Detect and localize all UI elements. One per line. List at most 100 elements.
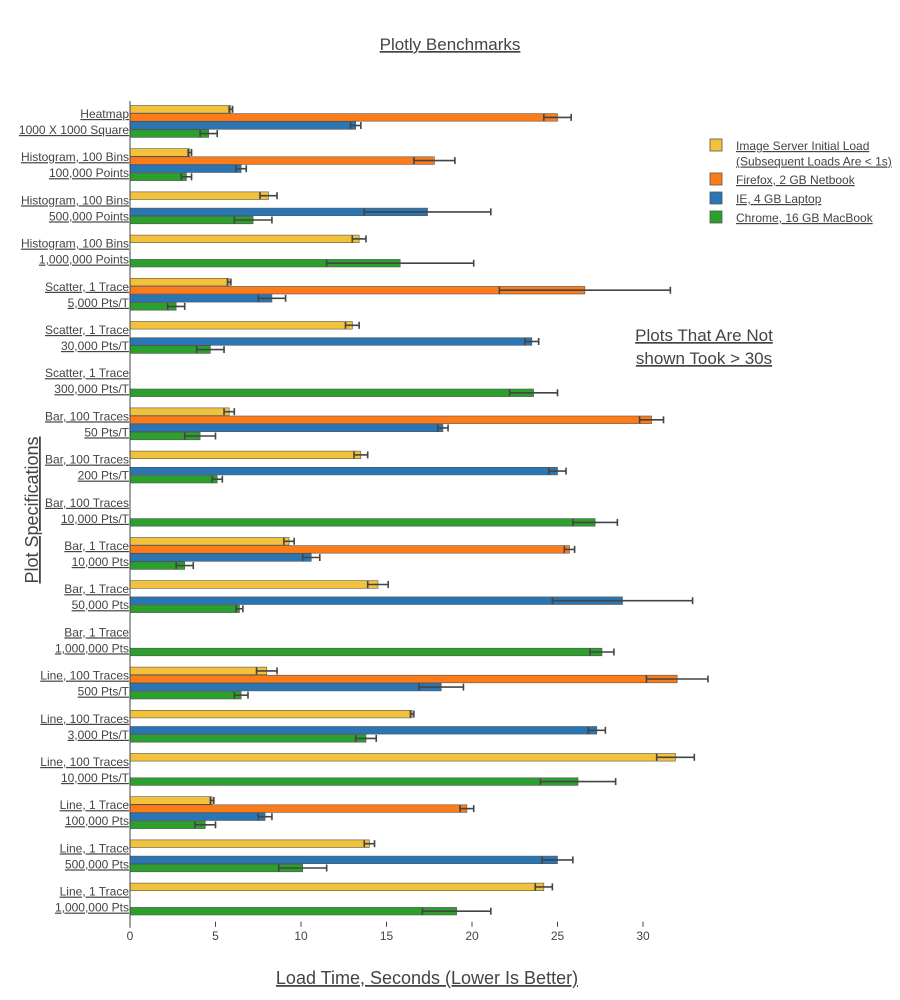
error-bar-chrome (572, 518, 619, 526)
error-bar-chrome (166, 302, 186, 310)
error-bar-image-server (344, 321, 360, 329)
bar-image-server (129, 321, 353, 330)
error-bar-firefox (543, 113, 572, 121)
error-bar-image-server (255, 667, 278, 675)
bar-firefox (129, 415, 652, 424)
category-label-line2: 10,000 Pts (72, 555, 129, 569)
category-label-line1: Bar, 100 Traces (45, 496, 129, 510)
legend-label: Chrome, 16 GB MacBook (736, 211, 874, 225)
category-label-line1: Scatter, 1 Trace (45, 280, 129, 294)
bar-firefox (129, 804, 468, 813)
bar-chrome (129, 777, 579, 786)
error-bar-chrome (235, 605, 244, 613)
bar-ie (129, 596, 623, 605)
category-label-line2: 50 Pts/T (84, 425, 129, 439)
error-bar-image-server (187, 149, 193, 156)
category-label-line1: Bar, 100 Traces (45, 453, 129, 467)
bar-image-server (129, 537, 290, 546)
error-bar-chrome (277, 864, 328, 872)
category-label-line1: Histogram, 100 Bins (21, 237, 129, 251)
legend-label: Image Server Initial Load (736, 139, 869, 153)
bar-ie (129, 553, 312, 562)
bar-chrome (129, 907, 457, 916)
legend-label: (Subsequent Loads Are < 1s) (736, 155, 892, 169)
bar-ie (129, 337, 533, 346)
category-label: Line, 100 Traces 500 Pts/T (40, 669, 129, 699)
x-tick-label: 15 (380, 929, 394, 943)
category-label-line2: 50,000 Pts (72, 598, 129, 612)
legend-swatch (709, 172, 723, 186)
category-label-line2: 100,000 Points (49, 166, 129, 180)
bar-image-server (129, 839, 370, 848)
error-bar-firefox (638, 416, 665, 424)
category-label-line1: Scatter, 1 Trace (45, 366, 129, 380)
bar-chrome (129, 475, 218, 484)
error-bar-ie (257, 294, 287, 302)
bar-chrome (129, 647, 603, 657)
legend-label: IE, 4 GB Laptop (736, 192, 822, 206)
bar-chrome (129, 734, 367, 743)
category-label-line1: Histogram, 100 Bins (21, 193, 129, 207)
category-label-line2: 30,000 Pts/T (61, 339, 130, 353)
category-label: Bar, 100 Traces 50 Pts/T (45, 409, 130, 439)
category-label: Bar, 1 Trace 50,000 Pts (64, 582, 129, 612)
error-bar-image-server (283, 537, 295, 545)
category-label-line1: Heatmap (80, 107, 129, 121)
bar-ie (129, 294, 273, 303)
x-tick-label: 30 (636, 929, 650, 943)
category-label-line1: Line, 100 Traces (40, 755, 129, 769)
category-label: Scatter, 1 Trace 30,000 Pts/T (45, 323, 130, 353)
category-label-line2: 300,000 Pts/T (54, 382, 129, 396)
bar-firefox (129, 156, 435, 165)
category-label-line1: Line, 1 Trace (60, 885, 130, 899)
y-axis-category-labels: Heatmap 1000 X 1000 Square Histogram, 100 … (19, 107, 130, 915)
category-label: Line, 100 Traces 10,000 Pts/T (40, 755, 129, 785)
bar-chrome (129, 604, 240, 613)
error-bar-ie (301, 554, 321, 561)
error-bar-image-server (223, 408, 236, 416)
bar-firefox (129, 674, 678, 684)
bar-chrome (129, 820, 206, 829)
category-label-line1: Bar, 1 Trace (64, 582, 129, 596)
error-bar-chrome (195, 346, 225, 354)
error-bar-chrome (211, 475, 224, 483)
error-bar-chrome (194, 821, 217, 829)
category-label-line2: 1000 X 1000 Square (19, 123, 129, 137)
legend-swatch (709, 210, 723, 224)
bar-chrome (129, 172, 187, 181)
bar-firefox (129, 113, 558, 122)
error-bar-chrome (233, 691, 249, 699)
error-bar-image-server (209, 797, 215, 804)
chart-title-group: Plotly Benchmarks (380, 35, 521, 54)
x-axis-title: Load Time, Seconds (Lower Is Better) (276, 968, 578, 988)
bar-ie (129, 164, 242, 173)
error-bar-image-server (409, 710, 415, 718)
error-bar-firefox (459, 805, 475, 813)
x-tick-label: 5 (212, 929, 219, 943)
category-label-line1: Bar, 100 Traces (45, 409, 129, 423)
error-bar-image-server (228, 105, 234, 113)
error-bar-image-server (366, 581, 390, 588)
error-bar-ie (548, 467, 567, 475)
error-bar-chrome (175, 562, 195, 570)
category-label-line2: 500,000 Points (49, 209, 129, 223)
category-label: Line, 100 Traces 3,000 Pts/T (40, 712, 129, 742)
bar-image-server (129, 709, 413, 719)
bar-chrome (129, 129, 209, 138)
error-bar-ie (587, 726, 607, 734)
error-bar-chrome (233, 216, 273, 224)
error-bar-firefox (645, 675, 709, 683)
category-label: Bar, 1 Trace 10,000 Pts (64, 539, 129, 569)
bar-image-server (129, 666, 268, 675)
bar-chrome (129, 691, 242, 700)
error-bar-image-server (226, 278, 232, 286)
bar-image-server (129, 796, 213, 805)
bar-image-server (129, 450, 362, 460)
category-label: Heatmap 1000 X 1000 Square (19, 107, 129, 137)
error-bar-chrome (183, 432, 217, 440)
category-label-line2: 500,000 Pts (65, 857, 129, 871)
annotation: Plots That Are Not shown Took > 30s (635, 326, 773, 368)
annotation-line: Plots That Are Not (635, 326, 773, 345)
plot-area (129, 105, 709, 916)
error-bar-image-server (655, 753, 696, 761)
